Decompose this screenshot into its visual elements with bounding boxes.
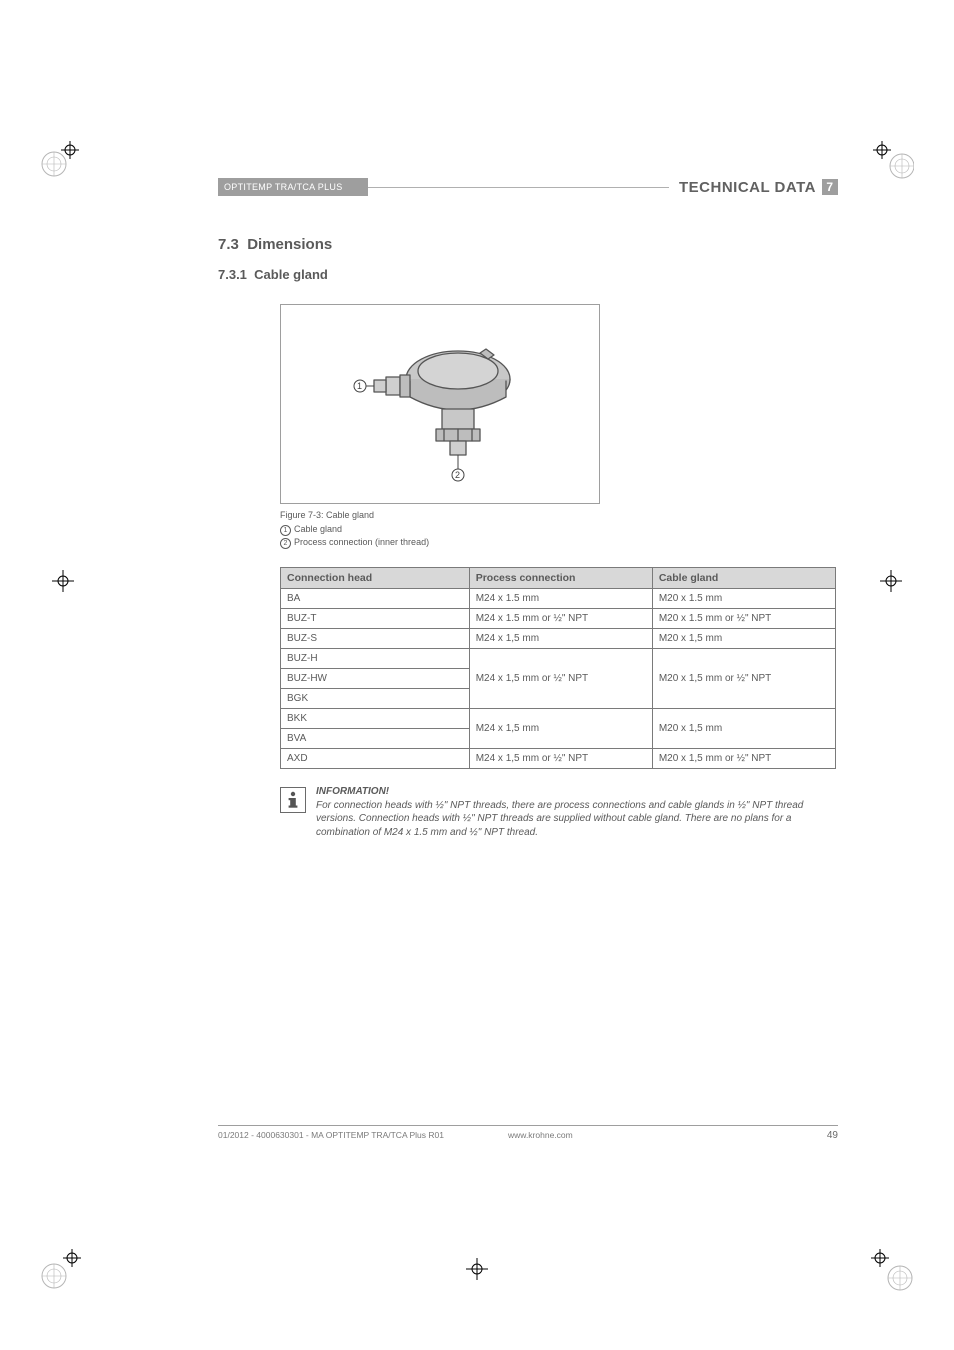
table-row: AXDM24 x 1,5 mm or ½" NPTM20 x 1,5 mm or… xyxy=(281,749,836,769)
table-row: BKKM24 x 1,5 mmM20 x 1,5 mm xyxy=(281,709,836,729)
info-icon xyxy=(280,787,306,813)
section-heading: 7.3 Dimensions xyxy=(218,236,838,253)
table-row: BAM24 x 1.5 mmM20 x 1.5 mm xyxy=(281,589,836,609)
information-note: INFORMATION! For connection heads with ½… xyxy=(280,785,836,839)
connection-table: Connection head Process connection Cable… xyxy=(280,567,836,769)
crop-mark-br xyxy=(868,1246,914,1292)
info-heading: INFORMATION! xyxy=(316,785,836,799)
crop-mark-tl xyxy=(40,136,86,182)
figure-cable-gland: 1 2 xyxy=(280,304,600,504)
table-row: BUZ-TM24 x 1.5 mm or ½" NPTM20 x 1.5 mm … xyxy=(281,609,836,629)
th-connection-head: Connection head xyxy=(281,568,470,589)
info-body: For connection heads with ½" NPT threads… xyxy=(316,799,836,840)
crop-mark-mr xyxy=(868,558,914,604)
page-header: OPTITEMP TRA/TCA PLUS TECHNICAL DATA 7 xyxy=(218,178,838,196)
crop-mark-tr xyxy=(868,136,914,182)
header-rule xyxy=(368,178,669,196)
crop-mark-bc xyxy=(454,1246,500,1292)
th-process-connection: Process connection xyxy=(469,568,652,589)
product-label: OPTITEMP TRA/TCA PLUS xyxy=(218,178,368,196)
chapter-number: 7 xyxy=(822,179,838,195)
th-cable-gland: Cable gland xyxy=(652,568,835,589)
crop-mark-ml xyxy=(40,558,86,604)
figure-legend: 1Cable gland 2Process connection (inner … xyxy=(280,523,838,549)
table-row: BUZ-SM24 x 1,5 mmM20 x 1,5 mm xyxy=(281,629,836,649)
footer-url: www.krohne.com xyxy=(508,1130,798,1141)
page-footer: 01/2012 - 4000630301 - MA OPTITEMP TRA/T… xyxy=(218,1125,838,1141)
callout-2: 2 xyxy=(455,470,460,480)
footer-docref: 01/2012 - 4000630301 - MA OPTITEMP TRA/T… xyxy=(218,1130,508,1141)
crop-mark-bl xyxy=(40,1246,86,1292)
header-title: TECHNICAL DATA xyxy=(679,179,816,196)
subsection-heading: 7.3.1 Cable gland xyxy=(218,267,838,282)
callout-1: 1 xyxy=(357,381,362,391)
footer-page-number: 49 xyxy=(798,1130,838,1141)
figure-caption: Figure 7-3: Cable gland xyxy=(280,510,838,520)
table-row: BUZ-HM24 x 1,5 mm or ½" NPTM20 x 1,5 mm … xyxy=(281,649,836,669)
